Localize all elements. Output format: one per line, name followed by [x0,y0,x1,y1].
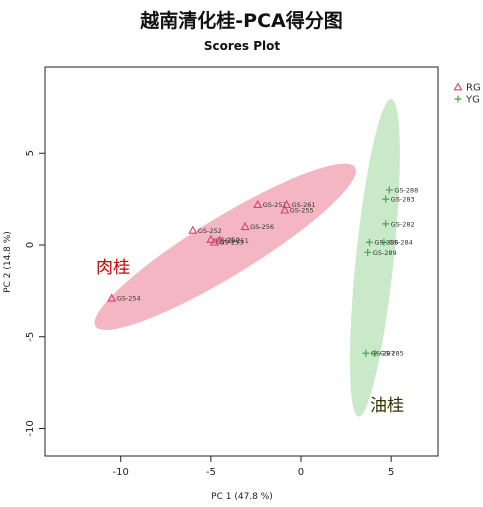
point-marker-triangle [280,205,290,214]
point-marker-triangle [282,199,292,209]
point-label: GS-289 [373,249,397,257]
legend-marker-plus [454,95,462,103]
group-label-yg: 油桂 [370,396,404,416]
point-marker-triangle [209,237,219,246]
point-marker-triangle [107,293,117,302]
point-marker-plus [365,238,373,246]
ellipse-rg [94,163,356,331]
point-label: GS-283 [391,196,415,204]
point-label: GS-252 [198,227,222,235]
point-marker-triangle [206,234,216,243]
axes: -10 -5 0 5 5 0 -5 -10 [25,150,394,478]
point-label: GS-253 [219,239,243,247]
data-points: GS-250GS-251GS-252GS-253GS-254GS-255GS-2… [107,186,418,358]
point-label: GS-287 [371,350,395,358]
point-marker-plus [380,238,388,246]
legend-label: RG [466,83,481,94]
confidence-ellipses [94,99,400,417]
point-label: GS-261 [292,201,316,209]
point-label: GS-256 [250,223,274,231]
point-label: GS-257 [263,201,287,209]
point-marker-triangle [188,225,198,234]
point-marker-plus [362,349,370,357]
point-marker-triangle [253,199,263,209]
x-tick-label: -10 [113,467,129,478]
y-tick-label: -5 [25,332,36,342]
point-marker-triangle [240,221,250,231]
y-tick-label: -10 [25,420,36,436]
point-label: GS-285 [380,350,404,358]
point-marker-triangle [215,235,225,244]
plot-frame [44,66,439,457]
group-label-rg: 肉桂 [96,258,130,278]
x-axis-label: PC 1 (47.8 %) [211,492,273,502]
point-marker-plus [382,195,390,203]
y-tick-label: 0 [25,242,36,248]
legend-label: YG [465,95,480,106]
y-tick-label: 5 [25,150,36,156]
point-label: GS-255 [290,207,314,215]
point-label: GS-250 [216,236,240,244]
point-label: GS-286 [374,239,398,247]
point-marker-plus [385,186,393,194]
point-label: GS-288 [394,186,418,194]
point-label: GS-254 [117,295,141,303]
point-label: GS-282 [391,220,415,228]
x-tick-label: 5 [388,467,394,478]
legend-marker-triangle [453,82,463,91]
x-tick-label: -5 [206,467,216,478]
point-label: GS-251 [225,237,249,245]
chart-title: Scores Plot [204,39,281,53]
x-tick-label: 0 [298,467,304,478]
page-title: 越南清化桂-PCA得分图 [140,10,343,32]
point-label: GS-284 [389,239,413,247]
point-marker-plus [364,248,372,256]
point-marker-plus [371,349,379,357]
point-marker-plus [382,220,390,228]
y-axis-label: PC 2 (14.8 %) [3,231,13,293]
ellipse-yg [349,99,400,417]
